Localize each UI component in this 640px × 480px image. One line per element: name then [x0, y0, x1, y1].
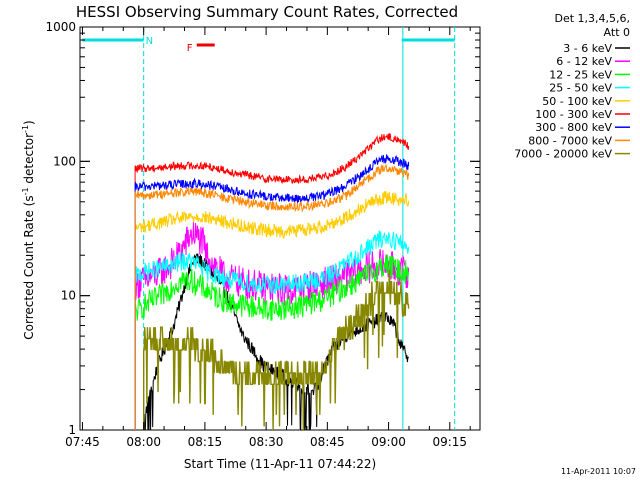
flare-flag-label: F	[187, 43, 193, 54]
series-line	[134, 254, 409, 430]
series-line	[134, 154, 410, 430]
legend-label: 12 - 25 keV	[549, 68, 612, 81]
legend-label: 50 - 100 keV	[542, 95, 612, 108]
series-line	[134, 132, 410, 430]
y-axis-label-text: Corrected Count Rate (s	[22, 195, 36, 339]
x-tick-label: 08:00	[126, 435, 161, 449]
y-axis-label-sup2: -1	[21, 125, 30, 133]
y-tick-label: 100	[53, 154, 76, 168]
y-axis-label: Corrected Count Rate (s-1 detector-1)	[21, 120, 36, 339]
legend-label: 6 - 12 keV	[556, 55, 612, 68]
y-axis-label-end: )	[22, 120, 36, 125]
attenuator-state-label: N	[146, 36, 153, 47]
x-tick-label: 09:00	[371, 435, 406, 449]
legend-label: 800 - 7000 keV	[528, 134, 612, 147]
y-tick-label: 1000	[45, 20, 76, 34]
y-tick-label: 10	[61, 289, 76, 303]
legend-label: 300 - 800 keV	[535, 121, 612, 134]
legend-label: 25 - 50 keV	[549, 82, 612, 95]
legend-label: 7000 - 20000 keV	[514, 148, 612, 161]
y-axis-label-sup1: -1	[21, 187, 30, 195]
x-axis-label: Start Time (11-Apr-11 07:44:22)	[184, 457, 376, 471]
series-line	[143, 270, 410, 431]
generation-timestamp: 11-Apr-2011 10:07	[561, 467, 636, 476]
series-line	[134, 230, 410, 430]
x-tick-label: 08:45	[310, 435, 345, 449]
legend-label: 3 - 6 keV	[563, 42, 612, 55]
x-tick-label: 07:45	[65, 435, 100, 449]
series-line	[134, 190, 410, 430]
plot-frame	[79, 26, 481, 431]
y-tick-label: 1	[68, 423, 76, 437]
series-line	[134, 163, 410, 430]
x-tick-label: 08:30	[249, 435, 284, 449]
legend-header-line2: Att 0	[604, 26, 630, 39]
tick-layer: 1 10 100 1000 07:45 08:00 08:15 08:30 08:45 09:00…	[45, 20, 480, 449]
x-tick-label: 09:15	[432, 435, 467, 449]
y-axis-label-mid: detector	[22, 133, 36, 188]
series-layer	[134, 132, 410, 431]
x-tick-label: 08:15	[188, 435, 223, 449]
legend-label: 100 - 300 keV	[535, 108, 612, 121]
plot-area: 1 10 100 1000 07:45 08:00 08:15 08:30 08:45 09:00…	[45, 20, 481, 449]
legend-header-line1: Det 1,3,4,5,6,	[554, 12, 630, 25]
chart-title: HESSI Observing Summary Count Rates, Cor…	[76, 3, 458, 21]
